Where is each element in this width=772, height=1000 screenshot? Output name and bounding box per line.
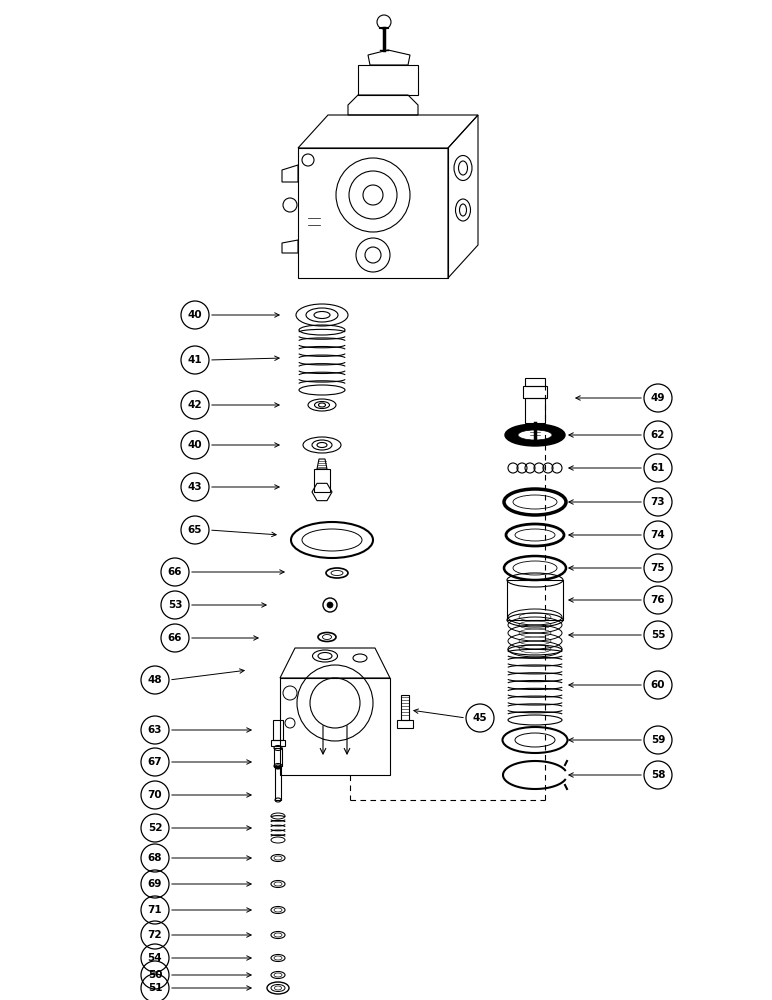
Text: 74: 74 (651, 530, 665, 540)
Text: 62: 62 (651, 430, 665, 440)
Text: 50: 50 (147, 970, 162, 980)
Text: 73: 73 (651, 497, 665, 507)
Text: 42: 42 (188, 400, 202, 410)
Text: 71: 71 (147, 905, 162, 915)
Text: 58: 58 (651, 770, 665, 780)
Text: 40: 40 (188, 440, 202, 450)
Text: 69: 69 (147, 879, 162, 889)
Text: 40: 40 (188, 310, 202, 320)
Text: 54: 54 (147, 953, 162, 963)
Text: 63: 63 (147, 725, 162, 735)
Text: 76: 76 (651, 595, 665, 605)
Text: 67: 67 (147, 757, 162, 767)
Text: 68: 68 (147, 853, 162, 863)
Text: 52: 52 (147, 823, 162, 833)
Text: 72: 72 (147, 930, 162, 940)
Text: 51: 51 (147, 983, 162, 993)
Text: 53: 53 (168, 600, 182, 610)
Text: 61: 61 (651, 463, 665, 473)
Ellipse shape (518, 430, 552, 440)
Text: 66: 66 (168, 633, 182, 643)
Text: 48: 48 (147, 675, 162, 685)
Ellipse shape (505, 424, 565, 446)
Circle shape (327, 602, 333, 608)
Text: 49: 49 (651, 393, 665, 403)
Text: 60: 60 (651, 680, 665, 690)
Text: 55: 55 (651, 630, 665, 640)
Text: 70: 70 (147, 790, 162, 800)
Text: 66: 66 (168, 567, 182, 577)
Text: 45: 45 (472, 713, 487, 723)
Text: 75: 75 (651, 563, 665, 573)
Text: 65: 65 (188, 525, 202, 535)
Text: 43: 43 (188, 482, 202, 492)
Text: 41: 41 (188, 355, 202, 365)
Text: 59: 59 (651, 735, 665, 745)
